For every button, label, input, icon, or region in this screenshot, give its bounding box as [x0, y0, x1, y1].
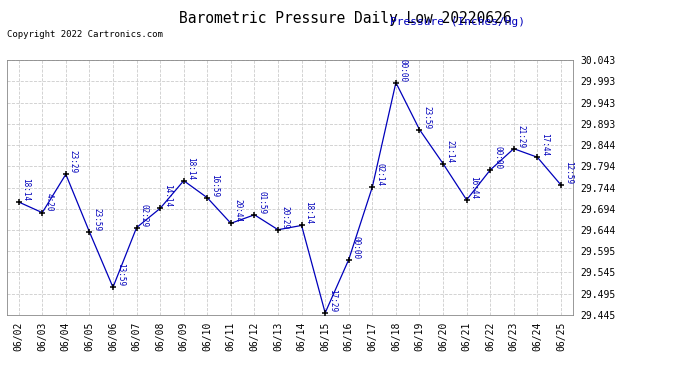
Text: 23:59: 23:59 [92, 208, 101, 231]
Text: 4:20: 4:20 [45, 193, 54, 212]
Text: 02:29: 02:29 [139, 204, 148, 227]
Text: Pressure (Inches/Hg): Pressure (Inches/Hg) [390, 17, 525, 27]
Text: 17:44: 17:44 [540, 133, 549, 156]
Text: 21:29: 21:29 [517, 125, 526, 148]
Text: 18:14: 18:14 [21, 178, 30, 201]
Text: Copyright 2022 Cartronics.com: Copyright 2022 Cartronics.com [7, 30, 163, 39]
Text: 00:00: 00:00 [399, 58, 408, 82]
Text: 23:29: 23:29 [69, 150, 78, 173]
Text: 01:59: 01:59 [257, 191, 266, 214]
Text: 02:14: 02:14 [375, 163, 384, 186]
Text: 20:44: 20:44 [234, 200, 243, 222]
Text: 13:59: 13:59 [116, 263, 125, 286]
Text: 12:59: 12:59 [564, 161, 573, 184]
Text: 20:29: 20:29 [281, 206, 290, 229]
Text: 21:14: 21:14 [446, 140, 455, 163]
Text: 18:14: 18:14 [186, 157, 195, 180]
Text: 00:00: 00:00 [493, 146, 502, 169]
Text: 23:59: 23:59 [422, 105, 431, 129]
Text: 18:14: 18:14 [304, 201, 313, 225]
Text: 17:29: 17:29 [328, 289, 337, 312]
Text: Barometric Pressure Daily Low 20220626: Barometric Pressure Daily Low 20220626 [179, 11, 511, 26]
Text: 16:44: 16:44 [469, 176, 478, 199]
Text: 16:59: 16:59 [210, 174, 219, 197]
Text: 14:14: 14:14 [163, 184, 172, 207]
Text: 00:00: 00:00 [352, 236, 361, 259]
